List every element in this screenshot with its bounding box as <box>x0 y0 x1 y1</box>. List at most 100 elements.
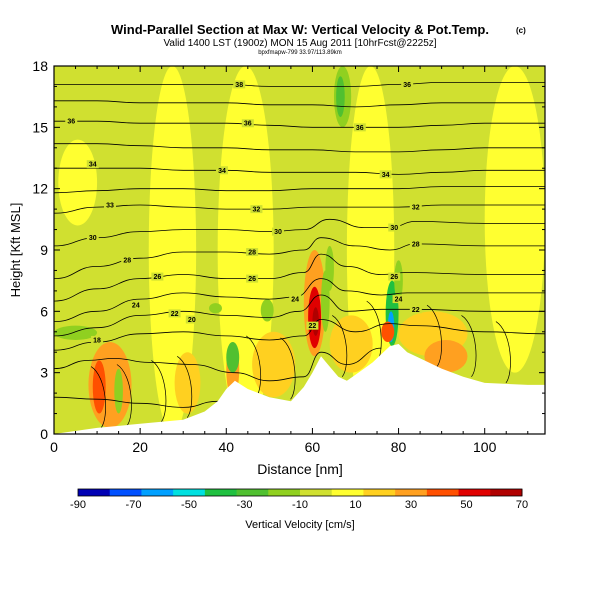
colorbar-tick-label: -90 <box>70 499 86 511</box>
contour-label: 24 <box>291 297 299 304</box>
w-cell-12 <box>381 321 395 342</box>
contour-label-bg <box>271 227 284 236</box>
contour-label-bg <box>289 295 302 304</box>
isentrope-33 <box>53 186 545 194</box>
x-axis-label: Distance [nm] <box>257 461 343 477</box>
colorbar-swatch <box>331 489 364 496</box>
contour-label: 34 <box>218 168 226 175</box>
contour-label: 36 <box>403 82 411 89</box>
colorbar-swatch <box>109 489 142 496</box>
y-tick-label: 9 <box>40 242 48 258</box>
colorbar-tick-label: 10 <box>349 499 361 511</box>
contour-label-bg <box>306 321 319 330</box>
potential-temperature-contours <box>53 82 546 429</box>
y-tick-label: 6 <box>40 303 48 319</box>
x-tick-label: 60 <box>305 439 321 455</box>
contour-label: 24 <box>132 303 140 310</box>
contour-label: 34 <box>89 162 97 169</box>
x-tick-label: 20 <box>132 439 148 455</box>
contour-label: 24 <box>395 297 403 304</box>
contour-label: 26 <box>390 274 398 281</box>
w-cell-0 <box>148 66 197 434</box>
mixing-line-2 <box>151 360 167 422</box>
y-tick-label: 12 <box>32 181 48 197</box>
colorbar-swatch <box>236 489 269 496</box>
contour-label-bg <box>241 119 254 128</box>
colorbar-swatch <box>204 489 238 496</box>
contour-label-bg <box>168 309 181 318</box>
contour-label: 30 <box>89 235 97 242</box>
contour-label-bg <box>246 248 259 257</box>
w-cell-25 <box>336 76 345 118</box>
w-cell-27 <box>260 299 274 322</box>
y-tick-label: 18 <box>32 58 48 74</box>
w-cell-4 <box>484 66 545 373</box>
x-tick-label: 0 <box>50 439 58 455</box>
w-cell-26 <box>54 325 98 340</box>
contour-label: 28 <box>123 258 131 265</box>
w-cell-19 <box>226 342 240 373</box>
colorbar-swatch <box>363 489 396 496</box>
isentrope-38 <box>54 82 545 87</box>
colorbar-tick-label: -30 <box>237 499 253 511</box>
contour-label: 28 <box>412 241 420 248</box>
terrain-mask <box>54 344 545 434</box>
mixing-line-8 <box>426 304 442 367</box>
contour-label: 30 <box>274 229 282 236</box>
contour-label-bg <box>121 256 134 265</box>
contour-label: 36 <box>356 125 364 132</box>
plot-area: 38 36 36 36 36 34 34 34 33 32 32 30 30 30 28 28 28 26 26 26… <box>53 65 546 435</box>
colorbar-swatch <box>173 489 206 496</box>
mixing-line-0 <box>90 366 106 429</box>
isentrope-37 <box>53 100 545 108</box>
contour-label-bg <box>246 274 259 283</box>
contour-label: 22 <box>171 311 179 318</box>
contour-label-bg <box>401 80 414 89</box>
w-cell-9 <box>325 245 334 291</box>
isentrope-20 <box>53 319 546 351</box>
contour-label: 26 <box>153 274 161 281</box>
contour-label-bg <box>388 223 401 232</box>
copyright-mark: (c) <box>516 26 526 35</box>
mixing-line-6 <box>332 315 348 377</box>
colorbar-swatch <box>141 489 174 496</box>
contour-label: 34 <box>382 172 390 179</box>
contour-label-bg <box>388 272 401 281</box>
colorbar-label: Vertical Velocity [cm/s] <box>245 519 354 531</box>
contour-label-bg <box>65 117 78 126</box>
contour-label: 36 <box>67 119 75 126</box>
colorbar-tick-label: 30 <box>405 499 417 511</box>
mixing-line-5 <box>280 337 296 400</box>
isentrope-35 <box>54 143 545 153</box>
isentrope-32 <box>53 204 545 214</box>
contour-label: 22 <box>309 323 317 330</box>
contour-label-bg <box>392 295 405 304</box>
contour-label-bg <box>129 301 142 310</box>
contour-label: 38 <box>235 82 243 89</box>
contour-label: 28 <box>248 250 256 257</box>
y-axis-label: Height [Kft MSL] <box>8 203 23 298</box>
x-tick-label: 80 <box>391 439 407 455</box>
x-tick-label: 100 <box>473 439 497 455</box>
contour-label: 30 <box>390 225 398 232</box>
mixing-line-1 <box>116 364 132 427</box>
mixing-line-3 <box>177 356 193 418</box>
isentrope-34 <box>54 167 545 175</box>
contour-label-bg <box>379 170 392 179</box>
contour-label-bg <box>250 205 263 214</box>
contour-label: 32 <box>253 207 261 214</box>
colorbar-tick-label: 50 <box>460 499 472 511</box>
contour-label-bg <box>185 315 198 324</box>
w-cell-13 <box>394 260 403 302</box>
w-cell-28 <box>209 303 222 314</box>
contour-label-bg <box>91 335 104 344</box>
y-tick-label: 3 <box>40 365 48 381</box>
w-cell-20 <box>252 331 296 398</box>
chart-title: Wind-Parallel Section at Max W: Vertical… <box>111 22 489 37</box>
isentrope-26 <box>53 253 545 302</box>
contour-label: 36 <box>244 121 252 128</box>
contour-label-bg <box>409 305 422 314</box>
colorbar-swatch <box>458 489 491 496</box>
mixing-line-9 <box>461 315 477 377</box>
